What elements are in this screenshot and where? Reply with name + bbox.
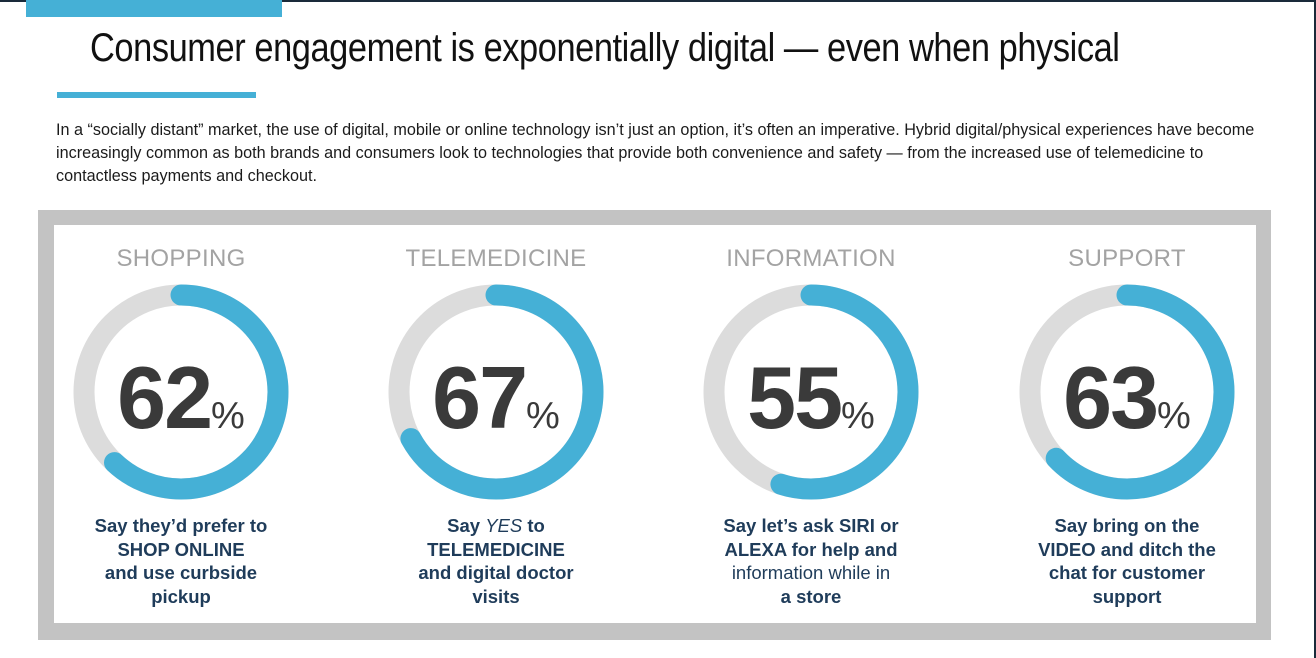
stat-description: Say bring on the VIDEO and ditch the chat … (977, 514, 1277, 608)
description-text: chat for customer (1048, 562, 1206, 583)
description-text: VIDEO and ditch the (1038, 538, 1216, 560)
description-line: support (977, 585, 1277, 609)
percentage-sign: % (841, 395, 875, 437)
percentage-sign: % (526, 395, 560, 437)
description-text: and digital doctor (418, 562, 574, 583)
category-label: SHOPPING (116, 245, 246, 272)
donut-progress-arc (703, 284, 919, 500)
description-text: and use curbside (104, 562, 258, 583)
stat-card-support: SUPPORT 63% Say bring on the VIDEO and ditc… (977, 225, 1277, 623)
description-text: Say bring on the (1054, 515, 1200, 536)
stat-description: Say let’s ask SIRI or ALEXA for help and i… (661, 514, 961, 608)
stats-panel: SHOPPING 62% Say they’d prefer to SHOP ONLI… (38, 210, 1271, 640)
donut-chart (388, 284, 604, 500)
description-text: Say let’s ask SIRI or (723, 515, 899, 536)
percentage-number: 55 (747, 348, 843, 447)
description-text: pickup (151, 585, 211, 607)
description-line: chat for customer (977, 561, 1277, 585)
category-label: INFORMATION (726, 245, 896, 272)
description-text: Say (447, 515, 486, 536)
description-line: Say they’d prefer to (31, 514, 331, 538)
description-text: Say they’d prefer to (94, 515, 268, 536)
description-text: support (1092, 585, 1162, 607)
description-line: information while in (661, 561, 961, 585)
donut-progress-arc (388, 284, 604, 500)
stat-card-telemedicine: TELEMEDICINE 67% Say YES to TELEMEDICINE and… (346, 225, 646, 623)
category-label: SUPPORT (1068, 245, 1186, 272)
description-line: Say let’s ask SIRI or (661, 514, 961, 538)
description-line: and use curbside (31, 561, 331, 585)
percentage-sign: % (211, 395, 245, 437)
percentage-sign: % (1157, 395, 1191, 437)
top-accent-bar (26, 0, 282, 17)
percentage-value: 62% (31, 347, 331, 449)
percentage-number: 63 (1063, 348, 1159, 447)
description-line: VIDEO and ditch the (977, 538, 1277, 562)
intro-paragraph: In a “socially distant” market, the use … (56, 121, 1255, 185)
description-line: SHOP ONLINE (31, 538, 331, 562)
description-line: Say bring on the (977, 514, 1277, 538)
description-line: pickup (31, 585, 331, 609)
stat-description: Say YES to TELEMEDICINE and digital doctor… (346, 514, 646, 608)
donut-progress-arc (73, 284, 289, 500)
stat-card-information: INFORMATION 55% Say let’s ask SIRI or ALEXA… (661, 225, 961, 623)
description-line: a store (661, 585, 961, 609)
donut-progress-arc (1019, 284, 1235, 500)
description-text: to (522, 515, 545, 536)
donut-chart (703, 284, 919, 500)
percentage-value: 55% (661, 347, 961, 449)
top-border (0, 0, 1316, 2)
description-line: and digital doctor (346, 561, 646, 585)
description-text: information while in (731, 562, 891, 583)
description-line: Say YES to (346, 514, 646, 538)
description-line: ALEXA for help and (661, 538, 961, 562)
description-line: TELEMEDICINE (346, 538, 646, 562)
category-label: TELEMEDICINE (405, 245, 587, 272)
description-text: a store (780, 585, 842, 607)
description-text: TELEMEDICINE (427, 538, 565, 560)
percentage-value: 63% (977, 347, 1277, 449)
description-text: YES (485, 515, 523, 536)
donut-chart (1019, 284, 1235, 500)
percentage-number: 67 (432, 348, 528, 447)
stat-description: Say they’d prefer to SHOP ONLINE and use c… (31, 514, 331, 608)
description-line: visits (346, 585, 646, 609)
percentage-number: 62 (117, 348, 213, 447)
stat-card-shopping: SHOPPING 62% Say they’d prefer to SHOP ONLI… (31, 225, 331, 623)
description-text: SHOP ONLINE (117, 538, 245, 560)
page-title: Consumer engagement is exponentially dig… (90, 26, 1120, 70)
percentage-value: 67% (346, 347, 646, 449)
title-underline (57, 92, 256, 98)
donut-chart (73, 284, 289, 500)
right-border (1314, 0, 1316, 658)
stats-panel-inner: SHOPPING 62% Say they’d prefer to SHOP ONLI… (54, 225, 1256, 623)
description-text: ALEXA for help and (724, 538, 898, 560)
description-text: visits (472, 585, 520, 607)
